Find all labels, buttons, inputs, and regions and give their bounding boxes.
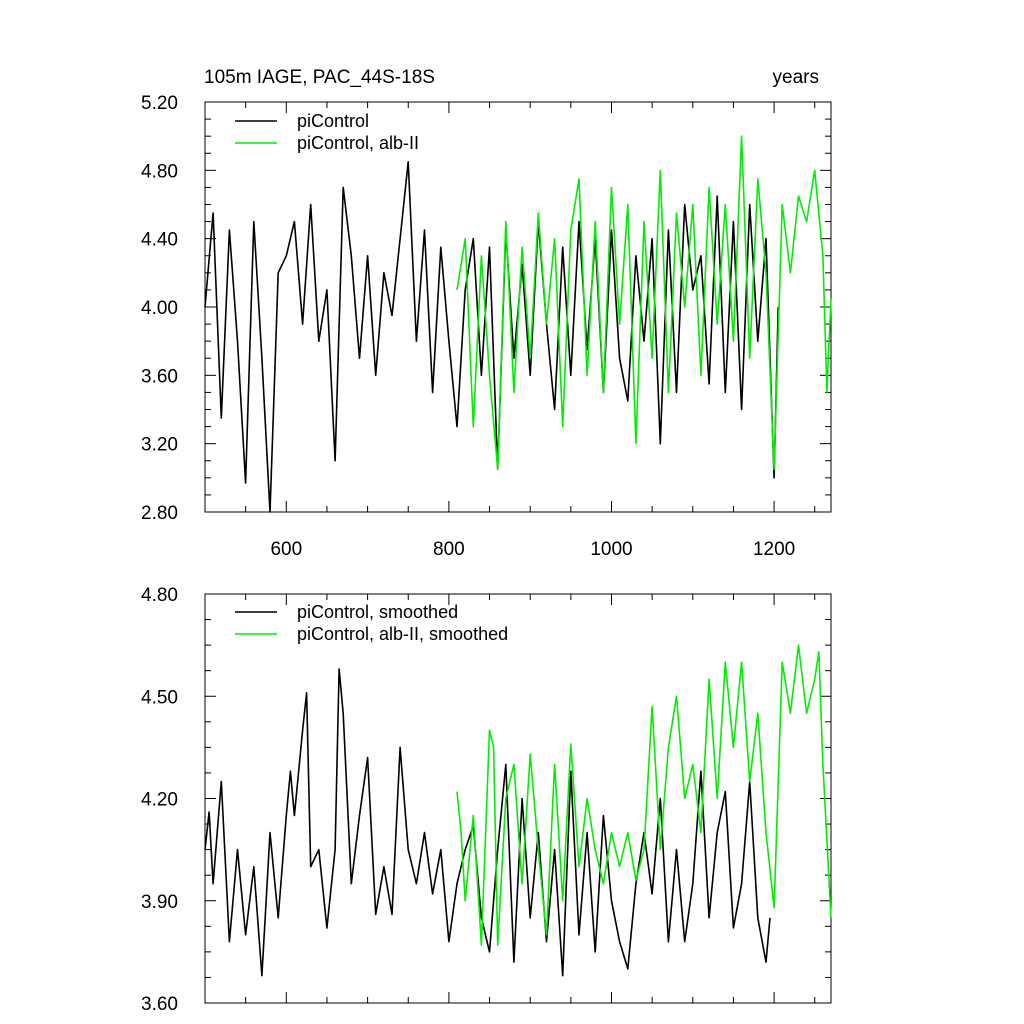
top-series-line-1 bbox=[456, 135, 832, 471]
top-x-tick-label: 1000 bbox=[590, 539, 632, 560]
bottom-y-tick-label: 4.80 bbox=[141, 585, 178, 606]
top-y-tick-label: 5.20 bbox=[141, 93, 178, 114]
bottom-series-group bbox=[204, 644, 832, 977]
bottom-axes: 3.60 3.90 4.20 4.50 4.80 bbox=[141, 585, 832, 1015]
legend-label-picontrol-smoothed: piControl, smoothed bbox=[297, 602, 458, 622]
bottom-y-tick-label: 3.90 bbox=[141, 892, 178, 913]
top-y-tick-label: 2.80 bbox=[141, 503, 178, 524]
top-x-tick-label: 600 bbox=[270, 539, 302, 560]
top-axes: 2.80 3.20 3.60 4.00 4.40 4.80 5.20 600 800 1000 12… bbox=[141, 93, 832, 560]
legend-label-picontrol: piControl bbox=[297, 111, 369, 131]
bottom-series-line-0 bbox=[204, 668, 771, 977]
top-x-tick-label: 800 bbox=[433, 539, 465, 560]
bottom-series-line-1 bbox=[456, 644, 832, 946]
top-panel-units: years bbox=[773, 67, 819, 88]
top-y-tick-label: 4.40 bbox=[141, 230, 178, 251]
bottom-y-tick-label: 3.60 bbox=[141, 994, 178, 1015]
bottom-panel: 3.60 3.90 4.20 4.50 4.80 piControl, smoothed… bbox=[141, 585, 832, 1015]
legend-label-alb-smoothed: piControl, alb-II, smoothed bbox=[297, 624, 508, 644]
top-y-tick-label: 3.20 bbox=[141, 435, 178, 456]
bottom-y-tick-label: 4.50 bbox=[141, 687, 178, 708]
top-x-tick-label: 1200 bbox=[753, 539, 795, 560]
bottom-plot-frame bbox=[204, 593, 832, 1004]
top-y-tick-label: 4.00 bbox=[141, 298, 178, 319]
bottom-y-tick-label: 4.20 bbox=[141, 790, 178, 811]
top-panel: 105m IAGE, PAC_44S-18S years 2.80 3.20 3.6… bbox=[141, 67, 832, 560]
top-series-line-0 bbox=[204, 161, 779, 513]
top-legend: piControl piControl, alb-II bbox=[235, 111, 419, 153]
bottom-legend: piControl, smoothed piControl, alb-II, s… bbox=[235, 602, 508, 644]
top-y-tick-label: 3.60 bbox=[141, 366, 178, 387]
top-series-group bbox=[204, 135, 832, 513]
top-y-tick-label: 4.80 bbox=[141, 161, 178, 182]
top-panel-title: 105m IAGE, PAC_44S-18S bbox=[204, 67, 435, 88]
legend-label-alb: piControl, alb-II bbox=[297, 133, 419, 153]
